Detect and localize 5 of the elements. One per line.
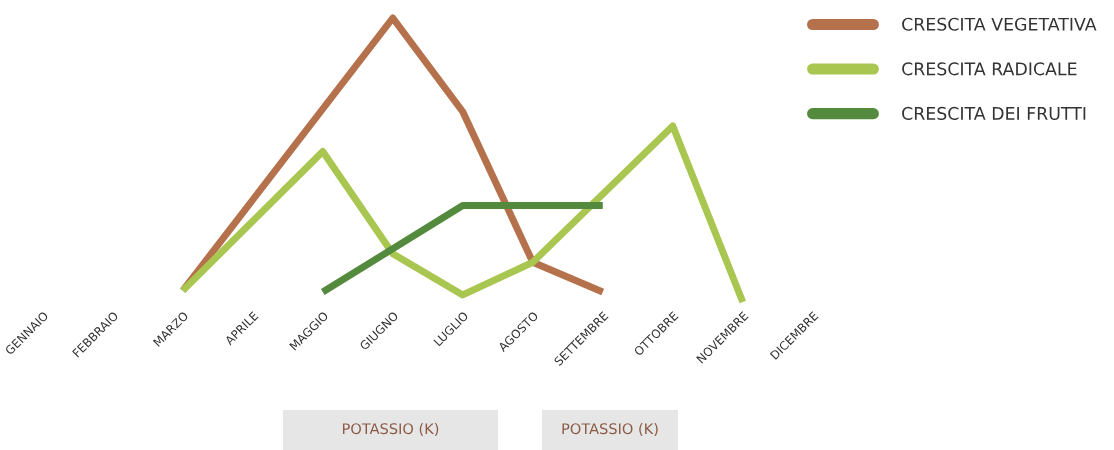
legend-label: CRESCITA RADICALE [902,62,1077,76]
legend-label: CRESCITA DEI FRUTTI [902,106,1086,120]
text: POTASSIO (K) [562,422,658,436]
text: POTASSIO (K) [342,422,439,436]
legend-label: CRESCITA VEGETATIVA [902,17,1097,31]
